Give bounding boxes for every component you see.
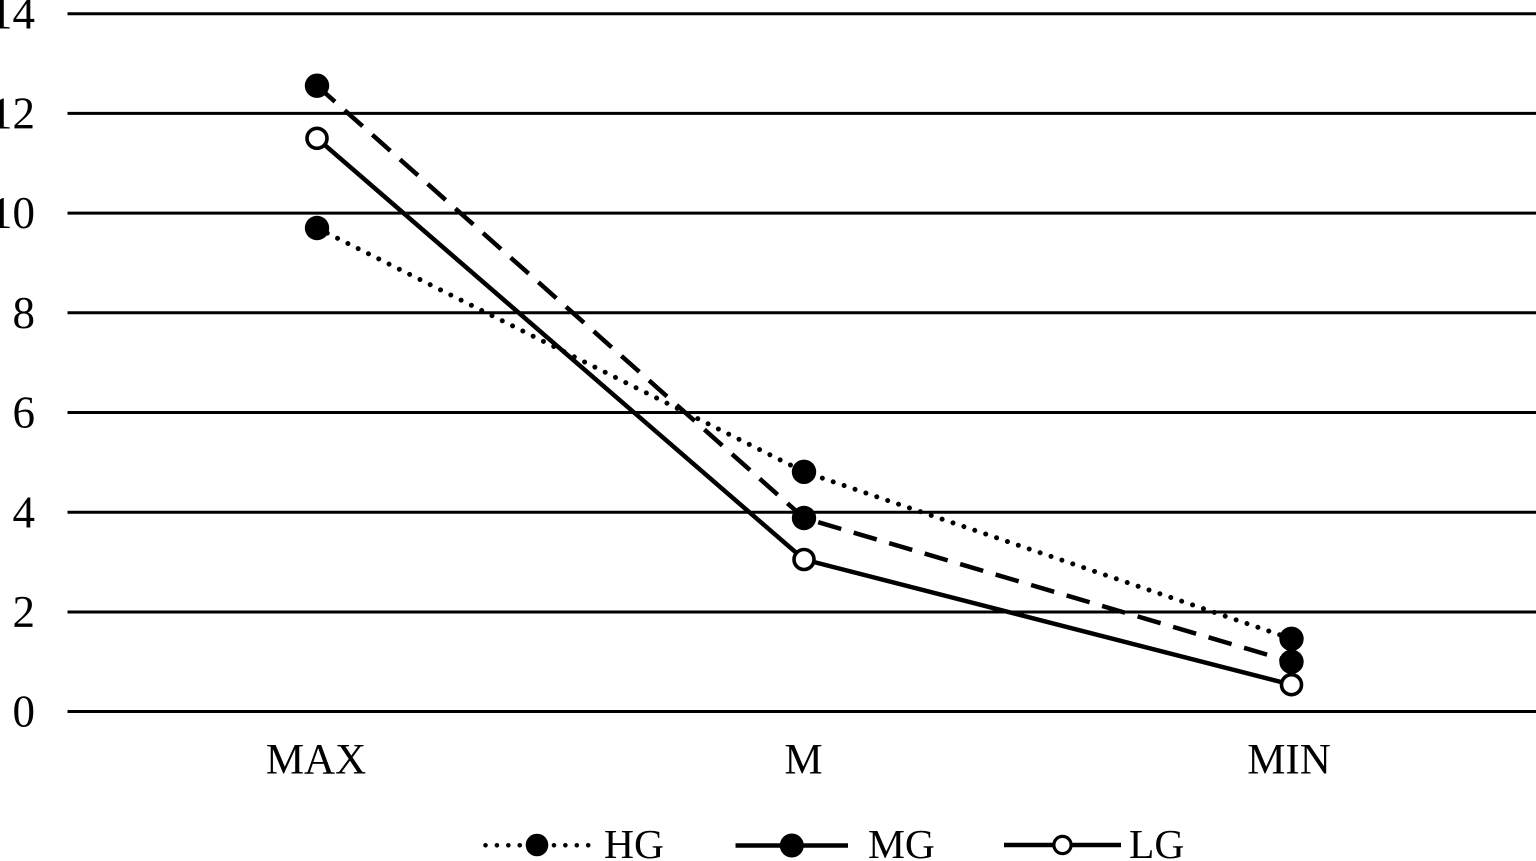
svg-text:8: 8 bbox=[13, 288, 36, 338]
svg-text:MIN: MIN bbox=[1247, 737, 1331, 784]
svg-text:12: 12 bbox=[0, 88, 35, 138]
svg-text:4: 4 bbox=[13, 487, 36, 537]
svg-text:14: 14 bbox=[0, 0, 35, 39]
svg-text:MG: MG bbox=[868, 821, 935, 861]
svg-text:M: M bbox=[784, 737, 822, 784]
svg-text:0: 0 bbox=[13, 687, 36, 737]
svg-text:6: 6 bbox=[13, 388, 36, 438]
svg-text:HG: HG bbox=[604, 821, 664, 861]
svg-text:LG: LG bbox=[1129, 821, 1184, 861]
svg-text:MAX: MAX bbox=[266, 737, 366, 784]
svg-text:10: 10 bbox=[0, 188, 35, 238]
svg-text:2: 2 bbox=[13, 587, 36, 637]
